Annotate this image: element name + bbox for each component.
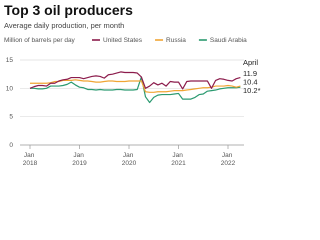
chart-subtitle: Average daily production, per month [4, 21, 124, 30]
y-tick-label: 10 [6, 85, 14, 92]
series-line [30, 76, 241, 104]
x-tick-label: Jan 2021 [171, 152, 186, 167]
legend-label: United States [103, 37, 143, 44]
legend-label: Saudi Arabia [210, 37, 247, 44]
end-label: 11.9 [243, 69, 257, 78]
series-line [29, 71, 241, 90]
y-axis-label: Million of barrels per day [4, 37, 76, 44]
x-tick-label: Jan 2022 [221, 152, 236, 167]
series-line [30, 79, 241, 93]
chart: Top 3 oil producers Average daily produc… [4, 2, 261, 167]
x-tick-label: Jan 2019 [72, 152, 87, 167]
legend-label: Russia [166, 37, 186, 44]
y-tick-label: 5 [9, 114, 13, 121]
end-label: 10.4 [243, 78, 258, 87]
end-label: 10.2* [243, 86, 261, 95]
y-tick-label: 0 [9, 142, 13, 149]
y-tick-label: 15 [6, 57, 14, 64]
chart-title: Top 3 oil producers [4, 2, 133, 18]
annotation: April [243, 58, 258, 67]
x-tick-label: Jan 2020 [122, 152, 137, 167]
x-tick-label: Jan 2018 [23, 152, 38, 167]
